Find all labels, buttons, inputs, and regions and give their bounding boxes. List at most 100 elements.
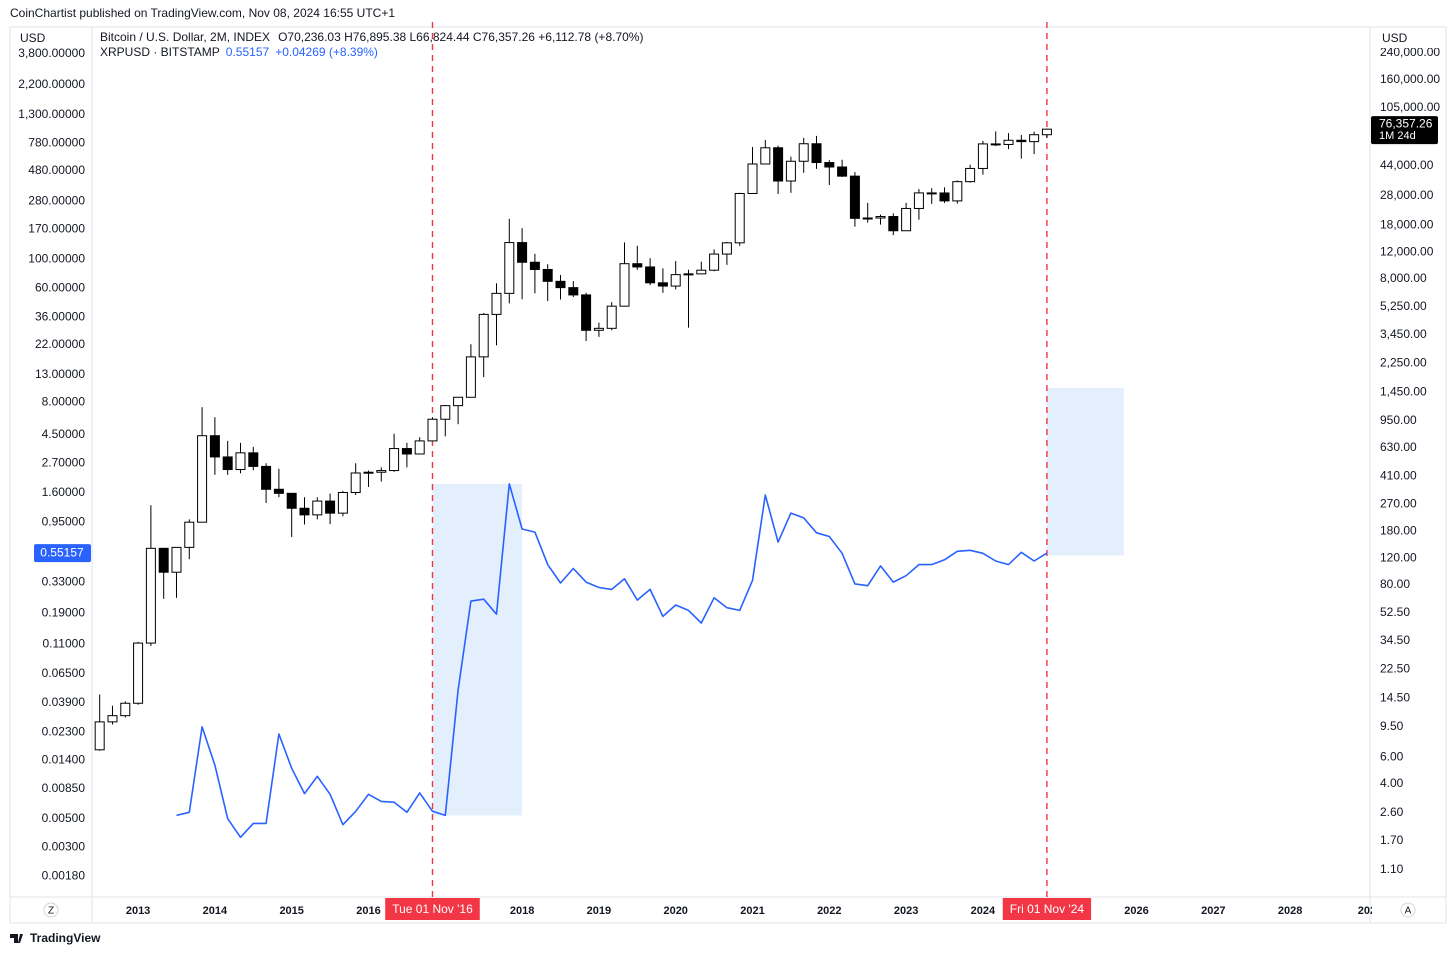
candle-body bbox=[632, 263, 643, 268]
x-tick-label: 2026 bbox=[1124, 905, 1148, 917]
candle-body bbox=[875, 216, 886, 219]
candle-body bbox=[747, 163, 758, 194]
y2-tick-label: 34.50 bbox=[1380, 633, 1410, 647]
legend-ohlc: O70,236.03 H76,895.38 L66,824.44 C76,357… bbox=[278, 30, 643, 44]
candle-body bbox=[593, 327, 604, 331]
candle-body bbox=[145, 547, 156, 644]
btc-countdown: 1M 24d bbox=[1379, 130, 1416, 142]
candle-body bbox=[760, 147, 771, 165]
xrp-price-label: 0.55157 bbox=[40, 545, 84, 559]
candle-body bbox=[990, 143, 1001, 146]
y2-tick-label: 12,000.00 bbox=[1380, 244, 1434, 258]
candle-body bbox=[376, 470, 387, 473]
y2-tick-label: 22.50 bbox=[1380, 661, 1410, 675]
candle-body bbox=[414, 440, 425, 455]
y2-tick-label: 105,000.00 bbox=[1380, 100, 1440, 114]
candle-body bbox=[977, 143, 988, 169]
candle-body bbox=[529, 261, 540, 270]
auto-button[interactable]: A bbox=[1405, 906, 1412, 917]
y2-tick-label: 52.50 bbox=[1380, 605, 1410, 619]
y-tick-label: 1,300.00000 bbox=[18, 107, 85, 121]
btc-price-label: 76,357.26 bbox=[1379, 116, 1433, 130]
candle-body bbox=[1016, 139, 1027, 143]
candle-body bbox=[888, 216, 899, 232]
candle-body bbox=[325, 500, 336, 514]
candle-body bbox=[901, 207, 912, 232]
candle-body bbox=[734, 192, 745, 244]
candle-body bbox=[465, 356, 476, 398]
candle-body bbox=[350, 472, 361, 494]
y-tick-label: 22.00000 bbox=[35, 337, 85, 351]
candle-body bbox=[120, 702, 131, 717]
y-tick-label: 0.03900 bbox=[42, 695, 86, 709]
candle-body bbox=[171, 546, 182, 573]
candle-body bbox=[1003, 139, 1014, 145]
btc-price-box bbox=[1371, 116, 1438, 145]
candle-body bbox=[568, 287, 579, 296]
currency-right[interactable]: USD bbox=[1382, 31, 1408, 45]
candle-body bbox=[107, 715, 118, 723]
y2-tick-label: 180.00 bbox=[1380, 523, 1417, 537]
x-tick-label: 2021 bbox=[740, 905, 764, 917]
y2-tick-label: 1.10 bbox=[1380, 862, 1404, 876]
x-tick-label: 2027 bbox=[1201, 905, 1225, 917]
candle-body bbox=[721, 242, 732, 255]
candle-body bbox=[555, 280, 566, 289]
candle-body bbox=[849, 175, 860, 219]
y-tick-label: 0.00180 bbox=[42, 869, 86, 883]
right-axis: 240,000.00 160,000.00 105,000.00 44,000.00 2… bbox=[1380, 45, 1440, 876]
y-tick-label: 480.00000 bbox=[28, 163, 85, 177]
y-tick-label: 0.00300 bbox=[42, 840, 86, 854]
publisher-line: CoinChartist published on TradingView.co… bbox=[10, 6, 395, 20]
y2-tick-label: 5,250.00 bbox=[1380, 299, 1427, 313]
shaded-region bbox=[1046, 387, 1124, 556]
y2-tick-label: 1,450.00 bbox=[1380, 385, 1427, 399]
zoom-button[interactable]: Z bbox=[48, 906, 54, 917]
candle-body bbox=[312, 500, 323, 516]
candle-body bbox=[1029, 134, 1040, 143]
candle-body bbox=[299, 507, 310, 516]
candle-body bbox=[504, 242, 515, 294]
candle-body bbox=[389, 448, 400, 472]
candle-body bbox=[158, 547, 169, 573]
logo-icon bbox=[10, 934, 23, 943]
candle-body bbox=[209, 435, 220, 458]
candle-body bbox=[926, 192, 937, 195]
currency-left[interactable]: USD bbox=[20, 31, 46, 45]
candle-body bbox=[696, 269, 707, 275]
candle-body bbox=[133, 642, 144, 704]
y2-tick-label: 44,000.00 bbox=[1380, 158, 1434, 172]
y-tick-label: 0.19000 bbox=[42, 605, 86, 619]
candle-body bbox=[785, 160, 796, 182]
candle-body bbox=[862, 217, 873, 220]
y-tick-label: 170.00000 bbox=[28, 222, 85, 236]
candle-body bbox=[222, 456, 233, 471]
candle-body bbox=[645, 266, 656, 284]
candle-body bbox=[606, 305, 617, 329]
button-ring bbox=[43, 902, 59, 918]
x-tick-label: 2024 bbox=[971, 905, 996, 917]
y2-tick-label: 28,000.00 bbox=[1380, 188, 1434, 202]
candle-body bbox=[1041, 128, 1052, 136]
candle-body bbox=[517, 242, 528, 263]
y2-tick-label: 410.00 bbox=[1380, 469, 1417, 483]
candle-body bbox=[542, 268, 553, 282]
xrp-price-box bbox=[34, 544, 91, 563]
candle-body bbox=[581, 294, 592, 331]
annotation-label-box bbox=[1002, 898, 1092, 920]
x-tick-label: 2018 bbox=[510, 905, 534, 917]
legend-btc-name: Bitcoin / U.S. Dollar, 2M, INDEX bbox=[100, 30, 270, 44]
y-tick-label: 0.33000 bbox=[42, 574, 86, 588]
x-tick-label: 2022 bbox=[817, 905, 841, 917]
y-tick-label: 0.01400 bbox=[42, 753, 86, 767]
y2-tick-label: 9.50 bbox=[1380, 719, 1404, 733]
y2-tick-label: 8,000.00 bbox=[1380, 271, 1427, 285]
annotation-label: Fri 01 Nov '24 bbox=[1010, 902, 1085, 916]
tradingview-logo: TradingView bbox=[10, 931, 101, 945]
y2-tick-label: 6.00 bbox=[1380, 749, 1404, 763]
x-tick-label: 2015 bbox=[279, 905, 303, 917]
y-tick-label: 0.06500 bbox=[42, 666, 86, 680]
candle-body bbox=[824, 162, 835, 168]
